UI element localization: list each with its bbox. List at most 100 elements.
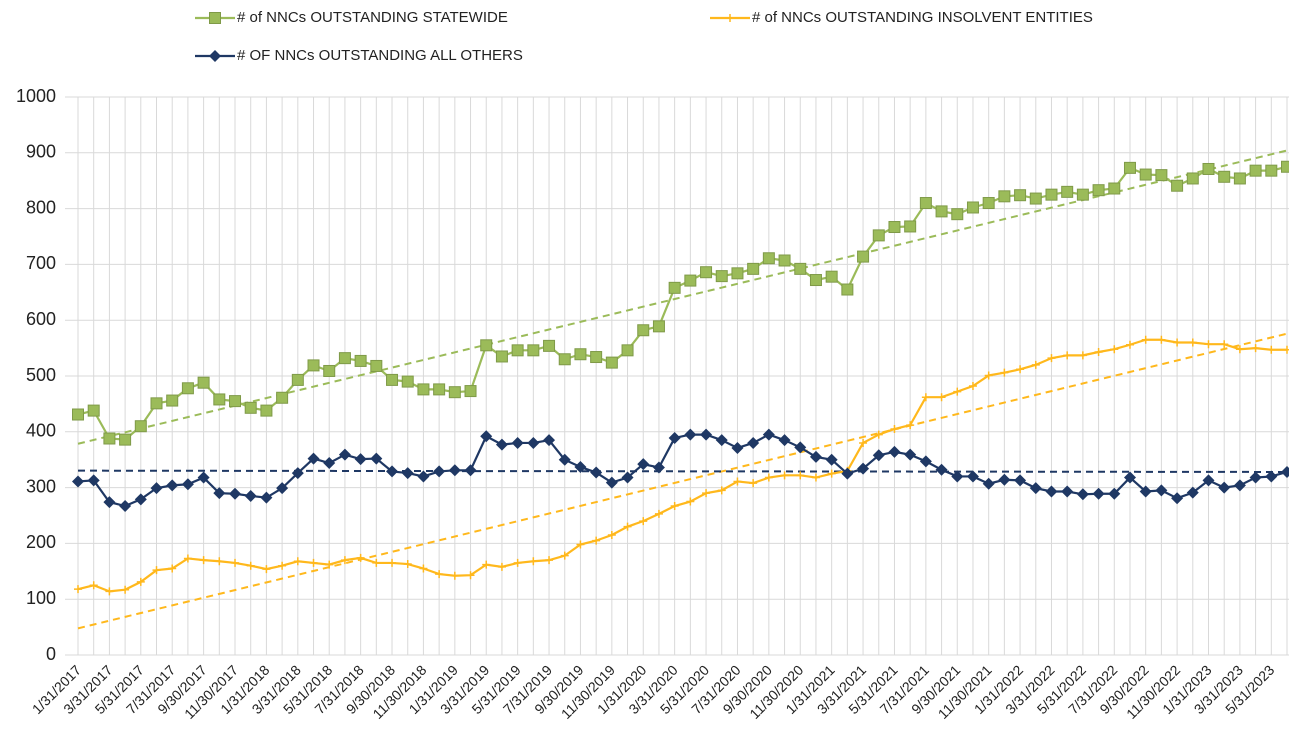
marker — [621, 471, 634, 484]
marker — [731, 441, 744, 454]
marker — [543, 339, 556, 352]
marker — [181, 382, 194, 395]
marker — [1235, 345, 1244, 354]
marker — [1092, 184, 1105, 197]
marker — [968, 382, 977, 391]
y-tick-label: 500 — [26, 365, 56, 385]
marker — [888, 221, 901, 234]
marker — [982, 197, 995, 210]
marker — [778, 434, 791, 447]
marker — [1031, 360, 1040, 369]
marker — [209, 12, 221, 24]
marker — [1186, 172, 1199, 185]
marker — [323, 457, 336, 470]
series-line — [77, 165, 1288, 441]
marker — [466, 571, 475, 580]
marker — [966, 201, 979, 214]
marker — [1155, 169, 1168, 182]
marker — [325, 560, 334, 569]
marker — [260, 491, 273, 504]
marker — [1045, 188, 1058, 201]
y-tick-label: 700 — [26, 253, 56, 273]
marker — [700, 428, 713, 441]
marker — [74, 585, 82, 594]
marker — [1220, 340, 1229, 349]
marker — [668, 281, 681, 294]
y-tick-label: 100 — [26, 588, 56, 608]
marker — [749, 479, 758, 488]
marker — [1078, 351, 1087, 360]
marker — [213, 487, 226, 500]
marker — [859, 438, 868, 447]
marker — [134, 420, 147, 433]
marker — [1047, 354, 1056, 363]
marker — [370, 452, 383, 465]
marker — [890, 425, 899, 434]
marker — [433, 383, 446, 396]
marker — [592, 536, 601, 545]
marker — [419, 564, 428, 573]
marker — [1171, 179, 1184, 192]
marker — [291, 373, 304, 386]
legend-label: # of NNCs OUTSTANDING STATEWIDE — [237, 9, 508, 26]
marker — [197, 376, 210, 389]
marker — [1029, 192, 1042, 205]
marker — [809, 450, 822, 463]
marker — [482, 560, 491, 569]
marker — [1029, 482, 1042, 495]
marker — [166, 479, 179, 492]
marker — [576, 540, 585, 549]
marker — [136, 577, 145, 586]
marker — [262, 565, 271, 574]
marker — [229, 487, 242, 500]
marker — [448, 464, 461, 477]
marker — [464, 464, 477, 477]
marker — [215, 557, 224, 566]
marker — [1045, 485, 1058, 498]
marker — [495, 350, 508, 363]
marker — [354, 354, 367, 367]
marker — [527, 436, 540, 449]
marker — [89, 581, 98, 590]
marker — [700, 266, 713, 279]
marker — [450, 571, 459, 580]
marker — [199, 556, 208, 565]
marker — [762, 252, 775, 265]
marker — [307, 359, 320, 372]
marker — [937, 393, 946, 402]
y-tick-label: 600 — [26, 309, 56, 329]
marker — [872, 449, 885, 462]
marker — [338, 448, 351, 461]
marker — [715, 434, 728, 447]
marker — [543, 434, 556, 447]
marker — [605, 476, 618, 489]
marker — [1014, 474, 1027, 487]
marker — [857, 462, 870, 475]
y-tick-label: 1000 — [16, 86, 56, 106]
marker — [464, 385, 477, 398]
marker — [1155, 484, 1168, 497]
marker — [684, 428, 697, 441]
marker — [717, 486, 726, 495]
marker — [1016, 365, 1025, 374]
marker — [904, 220, 917, 233]
marker — [780, 471, 789, 480]
marker — [1202, 474, 1215, 487]
y-tick-label: 300 — [26, 476, 56, 496]
marker — [998, 190, 1011, 203]
marker — [1061, 485, 1074, 498]
y-tick-label: 200 — [26, 532, 56, 552]
marker — [1063, 351, 1072, 360]
trendline — [77, 469, 1288, 473]
marker — [87, 474, 100, 487]
marker — [637, 324, 650, 337]
marker — [150, 397, 163, 410]
marker — [747, 436, 760, 449]
marker — [356, 553, 365, 562]
marker — [119, 433, 132, 446]
marker — [590, 351, 603, 364]
marker — [1076, 188, 1089, 201]
marker — [1281, 160, 1289, 173]
marker — [246, 561, 255, 570]
